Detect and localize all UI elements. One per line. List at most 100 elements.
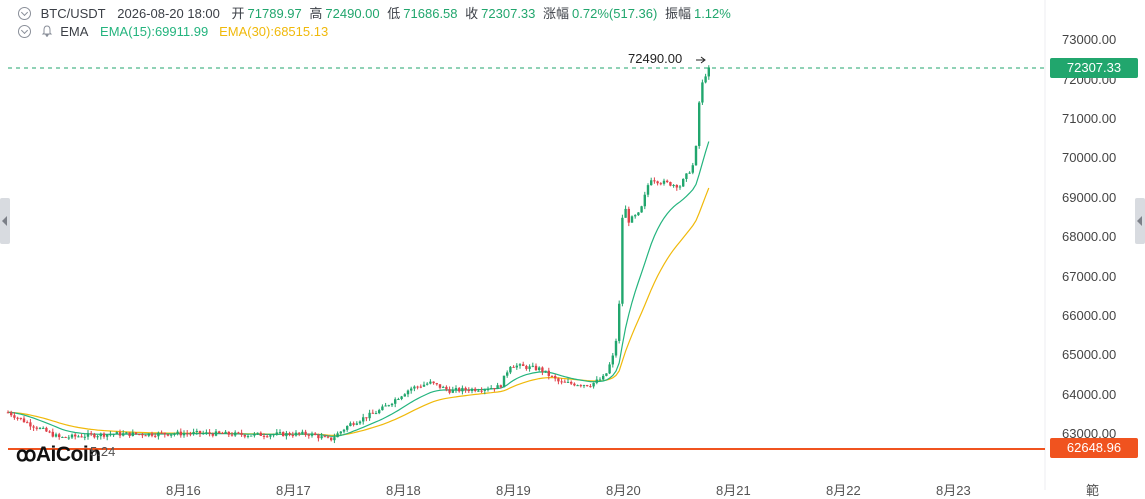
candle-body: [701, 82, 704, 103]
candle-body: [525, 365, 528, 369]
datetime-label: 2026-08-20 18:00: [117, 6, 220, 21]
candle-body: [448, 389, 451, 393]
candle-body: [205, 432, 208, 434]
candle-body: [208, 432, 211, 434]
ema15-value: EMA(15):69911.99: [100, 24, 209, 39]
info-bar: BTC/USDT 2026-08-20 18:00 开 71789.97 高 724…: [0, 0, 1045, 39]
candle-body: [589, 386, 592, 388]
candle-body: [592, 382, 595, 387]
candle-body: [237, 432, 240, 434]
candle-body: [429, 381, 432, 384]
candle-body: [170, 434, 173, 436]
candle-body: [477, 390, 480, 392]
candle-body: [384, 405, 387, 407]
candle-body: [662, 180, 666, 184]
candle-body: [70, 434, 74, 438]
candle-body: [336, 433, 339, 438]
price-axis-label: 68000.00: [1062, 229, 1117, 244]
ohlc-row: BTC/USDT 2026-08-20 18:00 开 71789.97 高 724…: [18, 3, 735, 22]
candle-body: [157, 432, 160, 437]
open-label: 开: [231, 6, 245, 21]
low-price-tag: 62648.96: [1050, 438, 1138, 458]
candle-body: [182, 433, 186, 436]
collapse-toggle-icon[interactable]: [18, 7, 31, 20]
candle-body: [266, 436, 269, 438]
candle-body: [707, 67, 710, 77]
candle-body: [67, 437, 70, 439]
candle-body: [522, 364, 525, 366]
candle-body: [250, 435, 253, 437]
candle-body: [605, 373, 608, 376]
candle-body: [534, 365, 538, 370]
candle-body: [496, 385, 499, 390]
candle-body: [506, 372, 509, 376]
candle-body: [406, 390, 410, 395]
candle-body: [93, 434, 96, 438]
candle-body: [202, 433, 205, 435]
candle-body: [346, 426, 349, 430]
candle-body: [426, 383, 429, 385]
candle-body: [675, 185, 678, 188]
candle-body: [538, 367, 541, 370]
candle-body: [221, 432, 224, 434]
candle-body: [214, 431, 218, 436]
candle-body: [118, 432, 122, 436]
ema15-line: [7, 141, 710, 437]
candle-body: [458, 388, 461, 392]
candle-body: [26, 422, 29, 424]
candle-body: [486, 389, 490, 391]
candle-body: [515, 365, 518, 368]
candle-body: [397, 399, 400, 401]
candle-body: [554, 376, 557, 379]
candle-body: [304, 431, 307, 435]
candle-body: [349, 423, 352, 427]
candle-body: [573, 383, 576, 386]
candle-body: [688, 172, 691, 174]
candle-body: [179, 431, 182, 436]
candle-body: [42, 427, 45, 429]
low-label: 低: [387, 6, 401, 21]
candle-body: [109, 434, 112, 436]
candle-body: [586, 385, 589, 387]
candle-body: [355, 423, 358, 425]
ema30-path: [7, 187, 710, 437]
candle-body: [634, 215, 637, 217]
candle-body: [342, 429, 346, 432]
candle-body: [566, 381, 570, 383]
candle-body: [595, 379, 598, 383]
candles: [6, 65, 710, 444]
left-panel-handle[interactable]: [0, 198, 10, 244]
candle-body: [598, 379, 602, 381]
candle-body: [627, 208, 630, 223]
candle-body: [74, 434, 77, 437]
candle-body: [160, 432, 163, 434]
candle-body: [582, 385, 586, 387]
candle-body: [259, 432, 262, 436]
candle-body: [314, 433, 317, 436]
candle-body: [138, 434, 141, 436]
candle-body: [630, 216, 634, 223]
close-value: 72307.33: [481, 6, 536, 21]
candle-body: [211, 433, 214, 436]
candle-body: [371, 412, 374, 414]
candle-body: [45, 427, 48, 432]
candle-body: [698, 102, 701, 146]
candle-body: [454, 388, 458, 390]
candle-body: [243, 434, 246, 437]
candle-body: [176, 431, 179, 434]
candle-body: [474, 388, 477, 391]
candle-body: [682, 178, 685, 187]
candle-body: [122, 433, 125, 436]
candle-body: [19, 417, 22, 419]
candle-body: [528, 366, 531, 369]
bell-icon[interactable]: [41, 25, 53, 37]
candle-body: [224, 431, 227, 434]
candle-body: [58, 434, 61, 438]
candle-body: [13, 415, 16, 418]
logo-text: AiCoin: [35, 443, 101, 466]
right-panel-handle[interactable]: [1135, 198, 1145, 244]
candle-body: [637, 212, 640, 216]
collapse-ema-icon[interactable]: [18, 25, 31, 38]
price-axis-label: 71000.00: [1062, 111, 1117, 126]
